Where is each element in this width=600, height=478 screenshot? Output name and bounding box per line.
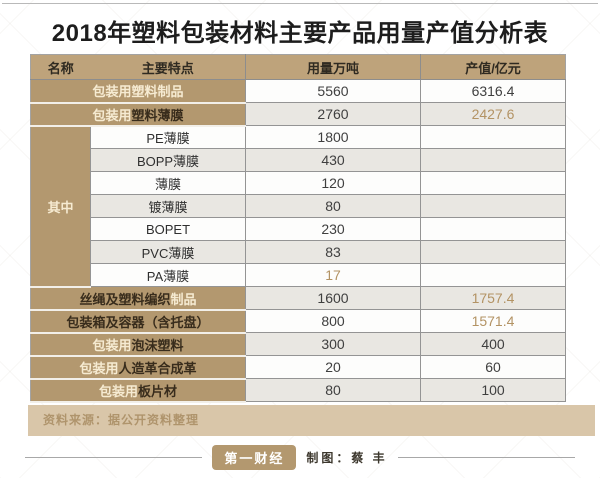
row-name: 包装用板片材 (30, 378, 246, 403)
value-cell: 60 (420, 355, 566, 379)
table-row: PVC薄膜 83 (31, 240, 566, 264)
value-cell (420, 194, 566, 218)
usage-cell: 230 (245, 217, 421, 241)
group-label-cell: 其中 (30, 125, 91, 288)
row-name-text: 包装用 (92, 107, 132, 123)
row-name-text: 人造革合成革 (118, 360, 197, 376)
usage-cell: 83 (245, 240, 421, 264)
table-row: 薄膜 120 (31, 171, 566, 195)
usage-cell: 120 (245, 171, 421, 195)
sub-row-name: 镀薄膜 (90, 194, 246, 218)
table-row: 丝绳及塑料编织制品 1600 1757.4 (30, 286, 566, 311)
usage-cell: 17 (245, 263, 421, 287)
usage-cell: 1800 (245, 125, 421, 149)
value-cell (420, 263, 566, 287)
row-name: 包装用泡沫塑料 (30, 332, 246, 357)
row-name-text: 包装用 (79, 360, 119, 376)
row-name: 包装用塑料薄膜 (30, 102, 246, 127)
value-cell: 6316.4 (420, 79, 566, 103)
row-name-text: 包装用塑料制品 (92, 84, 184, 100)
sub-row-name: PE薄膜 (90, 125, 246, 149)
usage-cell: 80 (245, 378, 421, 402)
row-name: 包装用人造革合成革 (30, 355, 246, 380)
table-row: PA薄膜 17 (31, 263, 566, 287)
value-cell: 1757.4 (420, 286, 566, 310)
table-row: 包装用塑料薄膜 2760 2427.6 (30, 102, 566, 127)
table-row: 包装箱及容器（含托盘） 800 1571.4 (30, 309, 566, 334)
table-row: 包装用板片材 80 100 (30, 378, 566, 403)
top-divider-line (2, 3, 598, 4)
header-name: 名称 (30, 54, 91, 80)
header-features: 主要特点 (90, 54, 246, 80)
data-table: 名称 主要特点 用量万吨 产值/亿元 包装用塑料制品 5560 6316.4 包… (30, 54, 566, 403)
row-name-text: 包装箱及容器（含托盘） (66, 314, 210, 330)
usage-cell: 5560 (245, 79, 421, 103)
value-cell (420, 217, 566, 241)
row-name: 包装用塑料制品 (30, 79, 246, 104)
value-cell (420, 240, 566, 264)
source-note: 资料来源：据公开资料整理 (28, 404, 595, 436)
value-cell: 400 (420, 332, 566, 356)
row-name-text: 塑料薄膜 (131, 107, 184, 123)
table-row: 镀薄膜 80 (31, 194, 566, 218)
usage-cell: 80 (245, 194, 421, 218)
usage-cell: 800 (245, 309, 421, 333)
page-title: 2018年塑料包装材料主要产品用量产值分析表 (51, 20, 549, 47)
usage-cell: 2760 (245, 102, 421, 126)
sub-row-name: PA薄膜 (90, 263, 246, 287)
row-name-text: 制品 (170, 291, 197, 307)
usage-cell: 430 (245, 148, 421, 172)
table-row: BOPET 230 (31, 217, 566, 241)
usage-cell: 300 (245, 332, 421, 356)
row-name-text: 板片材 (138, 383, 178, 399)
table-row: 包装用塑料制品 5560 6316.4 (30, 79, 566, 104)
table-row: 其中 PE薄膜 1800 (30, 125, 566, 288)
sub-row-name: BOPP薄膜 (90, 148, 246, 172)
usage-cell: 1600 (245, 286, 421, 310)
row-name: 包装箱及容器（含托盘） (30, 309, 246, 334)
row-name-text: 包装用 (92, 337, 132, 353)
value-cell: 100 (420, 378, 566, 402)
sub-row-name: PVC薄膜 (90, 240, 246, 264)
header-usage: 用量万吨 (245, 54, 421, 80)
value-cell (420, 171, 566, 195)
value-cell: 2427.6 (420, 102, 566, 126)
header-value: 产值/亿元 (420, 54, 566, 80)
footer: 第一财经 制图：蔡 丰 (0, 444, 600, 470)
row-name-text: 包装用 (98, 383, 138, 399)
sub-row-name: BOPET (90, 217, 246, 241)
table-header-row: 名称 主要特点 用量万吨 产值/亿元 (30, 54, 566, 80)
row-name-text: 丝绳及塑料编织 (79, 291, 171, 307)
table-row: 包装用泡沫塑料 300 400 (30, 332, 566, 357)
credit-text: 制图：蔡 丰 (306, 450, 388, 465)
divider-line (397, 456, 576, 458)
table-row: 包装用人造革合成革 20 60 (30, 355, 566, 380)
value-cell (420, 148, 566, 172)
brand-logo: 第一财经 (212, 444, 297, 470)
row-name-text: 泡沫塑料 (131, 337, 184, 353)
value-cell (420, 125, 566, 149)
row-name: 丝绳及塑料编织制品 (30, 286, 246, 311)
sub-row-name: 薄膜 (90, 171, 246, 195)
value-cell: 1571.4 (420, 309, 566, 333)
usage-cell: 20 (245, 355, 421, 379)
divider-line (25, 456, 203, 458)
table-row: BOPP薄膜 430 (31, 148, 566, 172)
